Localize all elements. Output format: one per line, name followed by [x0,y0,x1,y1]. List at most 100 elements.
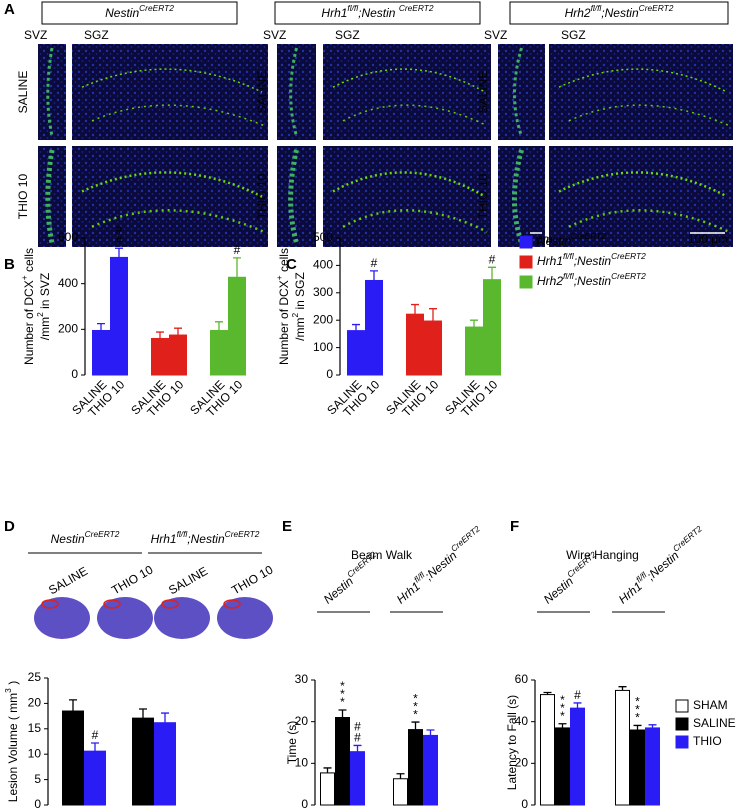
error-bar [488,266,496,280]
bar [210,329,228,376]
text-part: cells [277,248,291,275]
bar [630,729,645,806]
error-bar [618,686,627,691]
significance-mark: # [116,233,123,247]
text-part: 2 [290,313,300,318]
significance-mark: # [371,256,378,270]
significance-mark: * [413,707,418,721]
text-part: Hrh2 [537,274,563,288]
y-axis-label: Number of DCX+ cells [274,248,291,365]
region-label: SVZ [263,28,286,42]
sgz-signal [568,104,730,127]
y-axis-label: /mm2 in SVZ [35,273,52,340]
y-tick-label: 10 [295,756,309,770]
y-tick-label: 10 [28,746,42,760]
legend-swatch [519,235,533,249]
region-label: SGZ [335,28,360,42]
region-label: SVZ [24,28,47,42]
brain-images [34,597,273,639]
y-axis-label: Latency to Fall (s) [505,695,519,790]
svz-signal [512,47,523,137]
text-part: fl/fl [563,271,575,281]
significance-mark: # [574,688,581,702]
genotype-label: NestinCreERT2 [105,3,174,20]
y-tick-label: 20 [28,696,42,710]
text-part: Hrh2 [565,6,591,20]
micrograph [72,44,268,140]
micrograph [277,44,316,140]
error-bar [174,327,182,336]
error-bar [573,702,582,709]
text-part: CreERT2 [611,271,646,281]
panel-letter: C [286,256,297,273]
y-tick-label: 600 [58,230,78,244]
text-part: ;Nestin [358,6,399,20]
error-bar [338,709,347,718]
bar [540,694,555,806]
y-tick-label: 20 [515,756,529,770]
error-bar [470,319,478,328]
bar [406,313,424,376]
legend-label: Hrh1fl/fl;NestinCreERT2 [537,251,646,268]
lesion-outline [41,599,59,609]
lesion-outline [223,599,241,609]
error-bar [543,691,552,695]
error-bar [69,699,77,712]
bar [645,727,660,806]
error-bar [161,712,169,723]
error-bar [91,742,99,752]
bar [84,750,106,806]
legend-label: SALINE [693,716,736,730]
text-part: ;Nestin [574,274,612,288]
genotype-label: Hrh2fl/fl;NestinCreERT2 [565,3,674,20]
sgz-signal [568,209,730,233]
y-tick-label: 300 [313,285,333,299]
bar [465,326,483,376]
bar [169,334,187,376]
text-part: Nestin [537,234,571,248]
group-header: Hrh1fl/fl;NestinCreERT2 [392,524,487,607]
error-bar [429,308,437,322]
treatment-label: SALINE [476,71,490,114]
bar [408,729,423,806]
error-bar [370,270,378,281]
group-header: NestinCreERT2 [51,529,120,546]
svz-signal [46,47,54,137]
significance-mark: # [234,243,241,257]
micrograph [323,44,491,140]
error-bar [323,767,332,773]
significance-mark: * [560,701,565,715]
micrograph [72,146,268,247]
text-part: Hrh1 [321,6,347,20]
genotype-box [509,1,729,25]
micrograph [323,146,491,247]
text-part: Lesion Volume ( mm [6,693,20,802]
text-part: Hrh1 [537,254,563,268]
bar [62,710,84,806]
text-part: fl/fl [563,251,575,261]
significance-mark: * [560,709,565,723]
genotype-box [274,1,481,25]
y-tick-label: 25 [28,670,42,684]
bar [228,276,246,376]
genotype-label: Hrh1fl/fl;Nestin CreERT2 [321,3,433,20]
significance-mark: # [116,222,123,236]
significance-mark: * [340,687,345,701]
significance-mark: * [635,703,640,717]
sgz-signal [91,104,265,127]
text-part: + [19,275,29,280]
y-tick-label: 500 [313,230,333,244]
error-bar [353,744,362,752]
micrograph [498,44,545,140]
y-tick-label: 0 [326,367,333,381]
svz-signal [288,149,299,244]
legend-swatch [519,275,533,289]
panel-letter: D [4,518,15,535]
y-tick-label: 0 [301,797,308,810]
error-bar [633,724,642,730]
text-part: 3 [3,688,13,693]
legend-swatch [675,699,689,713]
treatment-label: SALINE [16,71,30,114]
treatment-label: SALINE [255,71,269,114]
